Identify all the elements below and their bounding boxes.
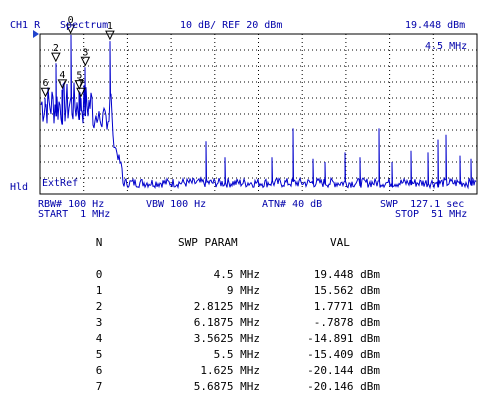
row-val: -20.144 dBm	[307, 364, 380, 377]
row-swp-param: 3.5625 MHz	[193, 332, 260, 345]
row-n: 0	[95, 268, 103, 281]
marker-table: N SWP PARAM VAL 0 4.5 MHz 19.448 dBm 1 9 MHz…	[0, 225, 490, 403]
row-n: 6	[95, 364, 103, 377]
row-val: -20.146 dBm	[307, 380, 380, 393]
sweep-readout: SWP 127.1 sec	[380, 199, 465, 210]
marker-table-header: N SWP PARAM VAL	[0, 236, 490, 252]
marker-triangle-icon	[76, 87, 86, 98]
row-val: -15.409 dBm	[307, 348, 380, 361]
mode-label: Spectrum	[60, 20, 109, 31]
marker-label: 0	[68, 15, 74, 26]
marker-label: 6	[42, 78, 48, 89]
marker-triangle-icon	[51, 52, 61, 63]
row-n: 3	[95, 316, 103, 329]
row-val: -.7878 dBm	[313, 316, 380, 329]
table-row: 1 9 MHz 15.562 dBm	[0, 284, 490, 300]
row-swp-param: 2.8125 MHz	[193, 300, 260, 313]
channel-label: CH1 R	[10, 20, 41, 31]
atn-readout: ATN# 40 dB	[262, 199, 323, 210]
table-row: 2 2.8125 MHz 1.7771 dBm	[0, 300, 490, 316]
table-row: 7 5.6875 MHz -20.146 dBm	[0, 380, 490, 396]
row-swp-param: 5.5 MHz	[213, 348, 260, 361]
row-n: 1	[95, 284, 103, 297]
marker-triangle-icon	[40, 87, 51, 98]
marker-triangle-icon	[80, 56, 91, 67]
marker-label: 3	[82, 47, 88, 58]
marker-label: 4	[59, 70, 65, 81]
stop-freq-readout: STOP 51 MHz	[395, 209, 468, 220]
scale-label: 10 dB/ REF 20 dBm	[180, 20, 283, 31]
marker-triangle-icon	[74, 80, 85, 90]
hold-indicator: Hld	[10, 182, 29, 193]
table-row: 3 6.1875 MHz -.7878 dBm	[0, 316, 490, 332]
marker-label: 5	[76, 71, 82, 82]
marker-triangle-icon	[65, 24, 76, 35]
row-swp-param: 9 MHz	[226, 284, 260, 297]
row-val: 15.562 dBm	[313, 284, 380, 297]
marker-triangle-icon	[57, 79, 68, 89]
table-row: 6 1.625 MHz -20.144 dBm	[0, 364, 490, 380]
row-swp-param: 1.625 MHz	[200, 364, 260, 377]
row-swp-param: 4.5 MHz	[213, 268, 260, 281]
header-n: N	[95, 236, 103, 249]
row-swp-param: 5.6875 MHz	[193, 380, 260, 393]
row-n: 2	[95, 300, 103, 313]
marker-label: 1	[107, 21, 113, 32]
table-row: 0 4.5 MHz 19.448 dBm	[0, 268, 490, 284]
row-swp-param: 6.1875 MHz	[193, 316, 260, 329]
vbw-readout: VBW 100 Hz	[146, 199, 207, 210]
start-freq-readout: START 1 MHz	[38, 209, 111, 220]
header-swp-param: SWP PARAM	[178, 236, 238, 249]
marker-freq-readout: 4.5 MHz	[425, 41, 468, 52]
spectrum-plot: 0 1 2 3 4 5 6 7	[33, 15, 478, 195]
row-n: 4	[95, 332, 103, 345]
marker-value-readout: 19.448 dBm	[405, 20, 466, 31]
spectrum-trace	[40, 34, 477, 190]
ref-level-arrow-icon	[33, 30, 39, 38]
marker-label: 7	[78, 78, 84, 89]
header-val: VAL	[330, 236, 350, 249]
row-val: 1.7771 dBm	[313, 300, 380, 313]
row-val: -14.891 dBm	[307, 332, 380, 345]
rbw-readout: RBW# 100 Hz	[38, 199, 105, 210]
ext-ref-indicator: ExtRef	[42, 178, 79, 189]
table-row: 5 5.5 MHz -15.409 dBm	[0, 348, 490, 364]
row-val: 19.448 dBm	[313, 268, 380, 281]
row-n: 7	[95, 380, 103, 393]
table-row: 4 3.5625 MHz -14.891 dBm	[0, 332, 490, 348]
row-n: 5	[95, 348, 103, 361]
marker-triangle-icon	[105, 30, 115, 41]
marker-label: 2	[53, 43, 59, 54]
